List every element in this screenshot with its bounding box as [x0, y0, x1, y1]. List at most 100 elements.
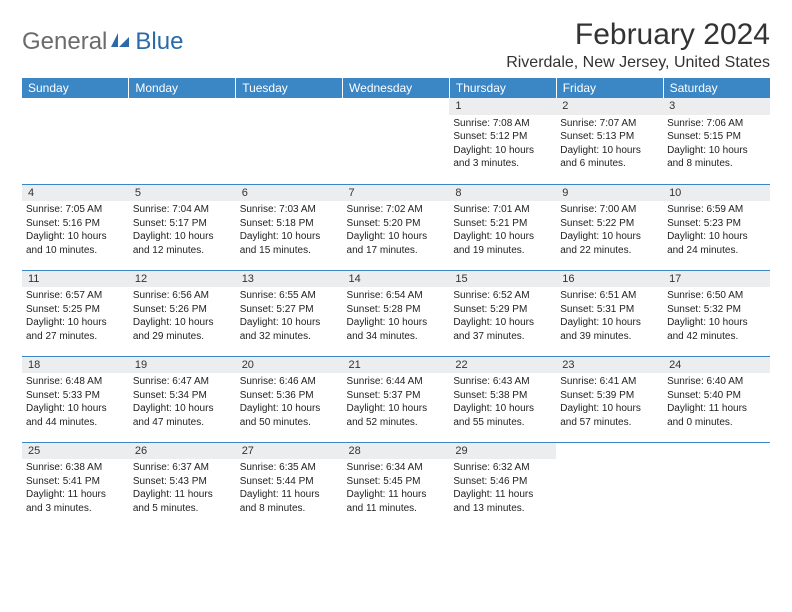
sunset-line: Sunset: 5:23 PM [667, 217, 766, 231]
sunset-line: Sunset: 5:22 PM [560, 217, 659, 231]
calendar-header-row: SundayMondayTuesdayWednesdayThursdayFrid… [22, 78, 770, 98]
sunset-line: Sunset: 5:28 PM [347, 303, 446, 317]
weekday-header: Tuesday [236, 78, 343, 98]
daylight-line: Daylight: 10 hours and 17 minutes. [347, 230, 446, 257]
calendar-row: 25Sunrise: 6:38 AMSunset: 5:41 PMDayligh… [22, 442, 770, 528]
sunset-line: Sunset: 5:36 PM [240, 389, 339, 403]
sunrise-line: Sunrise: 6:47 AM [133, 375, 232, 389]
day-number: 22 [449, 357, 556, 374]
daylight-line: Daylight: 10 hours and 15 minutes. [240, 230, 339, 257]
calendar-cell [129, 98, 236, 184]
daylight-line: Daylight: 10 hours and 55 minutes. [453, 402, 552, 429]
calendar-row: 1Sunrise: 7:08 AMSunset: 5:12 PMDaylight… [22, 98, 770, 184]
day-number: 21 [343, 357, 450, 374]
calendar-row: 11Sunrise: 6:57 AMSunset: 5:25 PMDayligh… [22, 270, 770, 356]
daylight-line: Daylight: 11 hours and 0 minutes. [667, 402, 766, 429]
day-number: 20 [236, 357, 343, 374]
daylight-line: Daylight: 10 hours and 27 minutes. [26, 316, 125, 343]
day-number: 26 [129, 443, 236, 460]
daylight-line: Daylight: 10 hours and 22 minutes. [560, 230, 659, 257]
sunset-line: Sunset: 5:18 PM [240, 217, 339, 231]
sunset-line: Sunset: 5:12 PM [453, 130, 552, 144]
calendar-cell: 10Sunrise: 6:59 AMSunset: 5:23 PMDayligh… [663, 184, 770, 270]
sunset-line: Sunset: 5:33 PM [26, 389, 125, 403]
sunset-line: Sunset: 5:20 PM [347, 217, 446, 231]
day-number: 15 [449, 271, 556, 288]
sunset-line: Sunset: 5:32 PM [667, 303, 766, 317]
day-number: 4 [22, 185, 129, 202]
day-number: 1 [449, 98, 556, 115]
sunrise-line: Sunrise: 6:38 AM [26, 461, 125, 475]
sunrise-line: Sunrise: 7:01 AM [453, 203, 552, 217]
sunset-line: Sunset: 5:44 PM [240, 475, 339, 489]
daylight-line: Daylight: 10 hours and 34 minutes. [347, 316, 446, 343]
daylight-line: Daylight: 10 hours and 39 minutes. [560, 316, 659, 343]
calendar-cell: 26Sunrise: 6:37 AMSunset: 5:43 PMDayligh… [129, 442, 236, 528]
sunrise-line: Sunrise: 6:34 AM [347, 461, 446, 475]
weekday-header: Saturday [663, 78, 770, 98]
sunrise-line: Sunrise: 6:48 AM [26, 375, 125, 389]
weekday-header: Thursday [449, 78, 556, 98]
calendar-cell: 13Sunrise: 6:55 AMSunset: 5:27 PMDayligh… [236, 270, 343, 356]
sunset-line: Sunset: 5:27 PM [240, 303, 339, 317]
calendar-cell: 23Sunrise: 6:41 AMSunset: 5:39 PMDayligh… [556, 356, 663, 442]
sunset-line: Sunset: 5:41 PM [26, 475, 125, 489]
calendar-cell: 9Sunrise: 7:00 AMSunset: 5:22 PMDaylight… [556, 184, 663, 270]
weekday-header: Wednesday [343, 78, 450, 98]
day-number: 3 [663, 98, 770, 115]
sunrise-line: Sunrise: 6:32 AM [453, 461, 552, 475]
sunset-line: Sunset: 5:31 PM [560, 303, 659, 317]
sunset-line: Sunset: 5:29 PM [453, 303, 552, 317]
day-number: 6 [236, 185, 343, 202]
sunset-line: Sunset: 5:25 PM [26, 303, 125, 317]
calendar-cell: 5Sunrise: 7:04 AMSunset: 5:17 PMDaylight… [129, 184, 236, 270]
sunset-line: Sunset: 5:17 PM [133, 217, 232, 231]
daylight-line: Daylight: 10 hours and 47 minutes. [133, 402, 232, 429]
logo: General Blue [22, 28, 183, 56]
daylight-line: Daylight: 11 hours and 13 minutes. [453, 488, 552, 515]
sunrise-line: Sunrise: 7:00 AM [560, 203, 659, 217]
sunrise-line: Sunrise: 6:50 AM [667, 289, 766, 303]
day-number: 13 [236, 271, 343, 288]
location: Riverdale, New Jersey, United States [506, 54, 770, 72]
sunrise-line: Sunrise: 6:43 AM [453, 375, 552, 389]
daylight-line: Daylight: 10 hours and 50 minutes. [240, 402, 339, 429]
calendar-cell: 17Sunrise: 6:50 AMSunset: 5:32 PMDayligh… [663, 270, 770, 356]
calendar-cell: 6Sunrise: 7:03 AMSunset: 5:18 PMDaylight… [236, 184, 343, 270]
daylight-line: Daylight: 10 hours and 44 minutes. [26, 402, 125, 429]
sunrise-line: Sunrise: 7:04 AM [133, 203, 232, 217]
calendar-cell [556, 442, 663, 528]
calendar-cell [22, 98, 129, 184]
daylight-line: Daylight: 11 hours and 8 minutes. [240, 488, 339, 515]
calendar-row: 18Sunrise: 6:48 AMSunset: 5:33 PMDayligh… [22, 356, 770, 442]
logo-text-general: General [22, 28, 107, 56]
sunset-line: Sunset: 5:46 PM [453, 475, 552, 489]
day-number: 7 [343, 185, 450, 202]
sunrise-line: Sunrise: 6:57 AM [26, 289, 125, 303]
sunset-line: Sunset: 5:38 PM [453, 389, 552, 403]
sunrise-line: Sunrise: 6:44 AM [347, 375, 446, 389]
sunrise-line: Sunrise: 6:52 AM [453, 289, 552, 303]
sunrise-line: Sunrise: 7:02 AM [347, 203, 446, 217]
calendar-cell: 20Sunrise: 6:46 AMSunset: 5:36 PMDayligh… [236, 356, 343, 442]
daylight-line: Daylight: 10 hours and 57 minutes. [560, 402, 659, 429]
calendar-cell: 4Sunrise: 7:05 AMSunset: 5:16 PMDaylight… [22, 184, 129, 270]
calendar-cell: 1Sunrise: 7:08 AMSunset: 5:12 PMDaylight… [449, 98, 556, 184]
daylight-line: Daylight: 10 hours and 6 minutes. [560, 144, 659, 171]
sunrise-line: Sunrise: 6:40 AM [667, 375, 766, 389]
daylight-line: Daylight: 10 hours and 42 minutes. [667, 316, 766, 343]
calendar-cell: 27Sunrise: 6:35 AMSunset: 5:44 PMDayligh… [236, 442, 343, 528]
calendar-cell: 29Sunrise: 6:32 AMSunset: 5:46 PMDayligh… [449, 442, 556, 528]
calendar-cell: 8Sunrise: 7:01 AMSunset: 5:21 PMDaylight… [449, 184, 556, 270]
calendar-cell [663, 442, 770, 528]
daylight-line: Daylight: 10 hours and 3 minutes. [453, 144, 552, 171]
sunset-line: Sunset: 5:39 PM [560, 389, 659, 403]
calendar-table: SundayMondayTuesdayWednesdayThursdayFrid… [22, 78, 770, 528]
sunset-line: Sunset: 5:26 PM [133, 303, 232, 317]
daylight-line: Daylight: 11 hours and 3 minutes. [26, 488, 125, 515]
sunset-line: Sunset: 5:40 PM [667, 389, 766, 403]
calendar-cell: 28Sunrise: 6:34 AMSunset: 5:45 PMDayligh… [343, 442, 450, 528]
calendar-cell: 15Sunrise: 6:52 AMSunset: 5:29 PMDayligh… [449, 270, 556, 356]
calendar-cell: 14Sunrise: 6:54 AMSunset: 5:28 PMDayligh… [343, 270, 450, 356]
day-number: 25 [22, 443, 129, 460]
